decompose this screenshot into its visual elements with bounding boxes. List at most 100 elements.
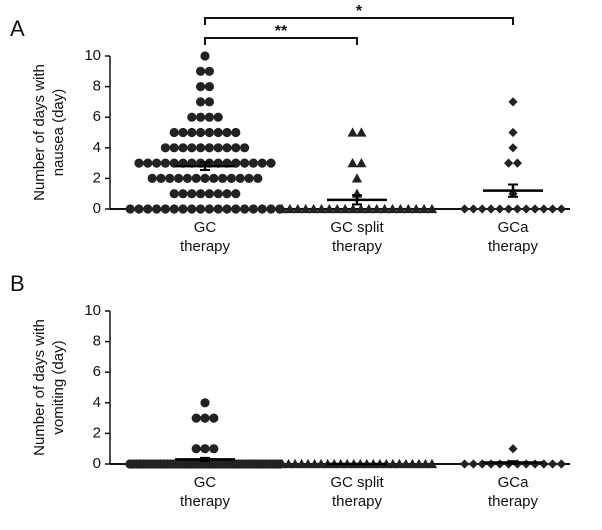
- diamond: [512, 204, 522, 214]
- x-tick-label: GCa: [498, 219, 530, 236]
- diamond: [468, 204, 478, 214]
- dot: [213, 112, 223, 122]
- diamond: [486, 459, 496, 469]
- x-tick-label: therapy: [180, 493, 231, 510]
- dot: [191, 413, 201, 423]
- x-tick-label: GCa: [498, 474, 530, 491]
- dot: [196, 112, 206, 122]
- diamond: [504, 204, 514, 214]
- dot: [134, 158, 144, 168]
- dot: [213, 204, 223, 214]
- diamond: [486, 204, 496, 214]
- y-tick-label: 6: [93, 108, 101, 125]
- dot: [187, 204, 197, 214]
- diamond: [530, 459, 540, 469]
- dot: [152, 204, 162, 214]
- dot: [196, 82, 206, 92]
- diamond: [508, 127, 518, 138]
- triangle: [347, 158, 358, 168]
- triangle: [420, 458, 431, 469]
- y-tick-label: 6: [93, 363, 101, 380]
- dot: [240, 158, 250, 168]
- x-tick-label: therapy: [180, 238, 231, 255]
- y-tick-label: 4: [93, 394, 101, 411]
- dot: [182, 173, 192, 183]
- dot: [200, 398, 210, 408]
- y-tick-label: 2: [93, 169, 101, 186]
- dot: [222, 143, 232, 153]
- dot: [209, 444, 219, 454]
- triangle: [426, 203, 438, 214]
- dot: [248, 158, 258, 168]
- triangle: [371, 203, 382, 214]
- triangle: [289, 458, 301, 469]
- dot: [178, 204, 188, 214]
- triangle: [296, 458, 307, 469]
- dot: [204, 66, 214, 76]
- panel-label: B: [10, 271, 25, 296]
- dot: [165, 173, 175, 183]
- triangle: [292, 203, 303, 214]
- triangle: [356, 158, 367, 168]
- dot: [160, 143, 170, 153]
- dot: [231, 143, 241, 153]
- dot: [196, 97, 206, 107]
- dot: [169, 189, 179, 199]
- significance-label: **: [275, 23, 288, 40]
- triangle: [347, 127, 358, 137]
- x-tick-label: therapy: [488, 493, 539, 510]
- dot: [213, 143, 223, 153]
- y-axis-label: Number of days with: [31, 64, 48, 201]
- diamond: [495, 204, 505, 214]
- dot: [204, 143, 214, 153]
- triangle: [284, 203, 295, 214]
- dot: [125, 204, 135, 214]
- dot: [152, 158, 162, 168]
- triangle: [340, 203, 351, 214]
- triangle: [302, 458, 314, 469]
- dot: [187, 127, 197, 138]
- dot: [204, 82, 214, 92]
- x-tick-label: therapy: [488, 238, 539, 255]
- x-tick-label: GC split: [330, 219, 384, 236]
- dot: [222, 204, 232, 214]
- triangle: [309, 458, 320, 469]
- dot: [169, 204, 179, 214]
- triangle: [400, 458, 412, 469]
- y-axis-label: Number of days with: [31, 319, 48, 456]
- significance-label: *: [356, 3, 363, 20]
- dot: [222, 127, 232, 138]
- dot: [187, 189, 197, 199]
- diamond: [521, 459, 531, 469]
- dot: [143, 204, 153, 214]
- x-tick-label: GC: [194, 219, 217, 236]
- diamond: [508, 97, 518, 107]
- dot: [204, 97, 214, 107]
- diamond: [460, 459, 470, 469]
- significance-bracket: [204, 17, 514, 25]
- y-tick-label: 0: [93, 455, 101, 472]
- dot: [178, 189, 188, 199]
- x-tick-label: GC: [194, 474, 217, 491]
- dot: [218, 173, 228, 183]
- dot: [196, 204, 206, 214]
- dot: [187, 143, 197, 153]
- diamond: [512, 158, 522, 168]
- diamond: [508, 143, 518, 153]
- diamond: [548, 204, 558, 214]
- triangle: [411, 203, 422, 214]
- triangle: [407, 458, 418, 469]
- dot: [191, 173, 201, 183]
- dot: [209, 413, 219, 423]
- triangle: [403, 203, 414, 214]
- triangle: [394, 458, 405, 469]
- diamond: [495, 459, 505, 469]
- dot: [134, 204, 144, 214]
- triangle: [324, 203, 335, 214]
- dot: [178, 127, 188, 138]
- dot: [231, 127, 241, 138]
- dot: [196, 143, 206, 153]
- dot: [257, 158, 267, 168]
- dot: [191, 444, 201, 454]
